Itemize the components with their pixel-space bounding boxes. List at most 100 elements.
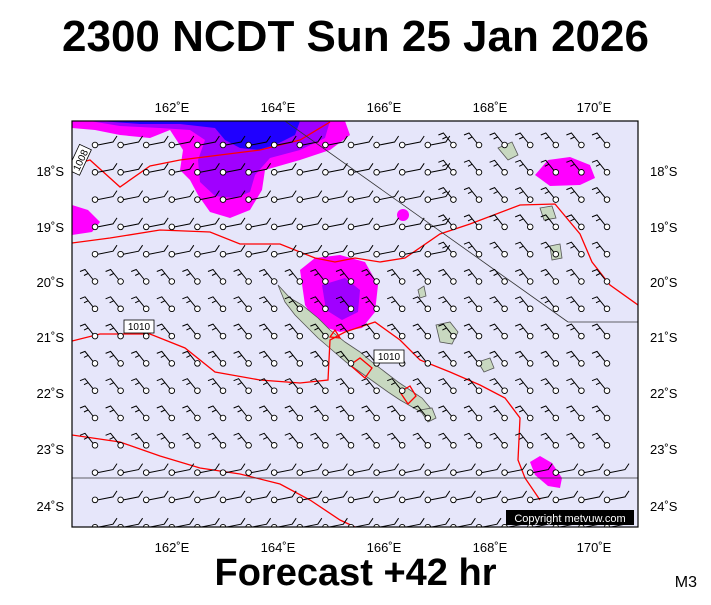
wind-barb xyxy=(142,463,169,476)
wind-barb xyxy=(463,378,483,394)
wind-barb xyxy=(424,517,451,527)
wind-barb xyxy=(168,517,195,527)
isobar-line xyxy=(72,434,356,527)
wind-barb xyxy=(540,186,560,203)
wind-barb xyxy=(91,135,118,149)
wind-barb xyxy=(398,517,425,527)
wind-barb xyxy=(347,490,374,504)
wind-barb xyxy=(591,350,611,367)
wind-barb xyxy=(566,214,585,231)
wind-barb xyxy=(117,135,144,149)
wind-barb xyxy=(361,378,380,394)
wind-barb xyxy=(194,163,220,176)
wind-barb xyxy=(438,214,457,231)
wind-barb xyxy=(578,463,604,476)
wind-barb xyxy=(296,517,323,527)
lon-label: 162˚E xyxy=(155,100,190,115)
lat-label: 23˚S xyxy=(650,442,678,457)
wind-barb xyxy=(335,350,355,367)
wind-barb xyxy=(310,350,329,367)
wind-barb xyxy=(91,517,118,527)
wind-barb xyxy=(438,350,457,367)
wind-barb xyxy=(168,490,195,504)
wind-barb xyxy=(398,135,425,149)
wind-barb xyxy=(540,405,560,422)
wind-barb xyxy=(373,463,400,476)
wind-barb xyxy=(373,517,400,527)
wind-barb xyxy=(233,268,252,285)
isobar-label: 1010 xyxy=(378,352,401,363)
wind-barb xyxy=(245,135,272,149)
wind-barb xyxy=(219,190,246,203)
wind-barb xyxy=(131,405,150,422)
wind-barb xyxy=(284,350,304,367)
wind-barb xyxy=(591,186,611,203)
wind-barb xyxy=(182,432,201,449)
wind-barb xyxy=(398,490,425,504)
wind-barb xyxy=(156,378,176,394)
wind-barb xyxy=(515,323,534,340)
wind-barb xyxy=(347,217,374,231)
lat-labels-left: 18˚S 19˚S 20˚S 21˚S 22˚S 23˚S 24˚S xyxy=(37,164,65,514)
wind-barb xyxy=(412,296,432,313)
isobar-label: 1010 xyxy=(128,322,151,333)
wind-barb xyxy=(489,268,508,285)
wind-barb xyxy=(552,463,579,476)
precip-area-east xyxy=(535,157,595,186)
lat-label: 24˚S xyxy=(650,499,678,514)
wind-barb xyxy=(438,132,457,149)
wind-barb xyxy=(412,405,432,422)
wind-barb xyxy=(566,159,585,176)
wind-barb xyxy=(105,405,124,422)
wind-barb xyxy=(245,163,272,176)
wind-barb xyxy=(296,135,323,149)
wind-barb xyxy=(489,296,508,313)
wind-barb xyxy=(156,323,176,340)
isobar-line xyxy=(328,328,342,339)
wind-barb xyxy=(540,296,560,313)
wind-barb xyxy=(105,268,124,285)
wind-barb xyxy=(438,323,457,340)
wind-barb xyxy=(259,296,278,313)
wind-barb xyxy=(347,517,374,527)
wind-barb xyxy=(322,244,348,258)
lat-label: 18˚S xyxy=(650,164,678,179)
wind-barb xyxy=(79,268,99,285)
wind-barb xyxy=(438,296,457,313)
forecast-label: Forecast +42 hr xyxy=(214,552,497,594)
wind-barb xyxy=(361,323,380,340)
wind-barb xyxy=(284,432,304,449)
wind-barb xyxy=(489,350,508,367)
wind-barb xyxy=(438,241,457,258)
wind-barb xyxy=(463,186,483,203)
wind-barb xyxy=(284,323,304,340)
wind-barb xyxy=(515,132,534,149)
wind-barb xyxy=(526,463,553,476)
wind-barb xyxy=(373,244,400,258)
wind-barb xyxy=(245,190,272,203)
wind-barb xyxy=(552,490,579,504)
wind-barb xyxy=(540,432,560,449)
wind-barb xyxy=(117,163,144,176)
ouvea-island xyxy=(417,285,427,299)
wind-barb xyxy=(105,323,124,340)
wind-barb xyxy=(142,217,169,231)
wind-barb xyxy=(310,432,329,449)
wind-barb xyxy=(296,244,323,258)
wind-barb xyxy=(566,432,585,449)
wind-barb xyxy=(591,378,611,394)
wind-barb xyxy=(270,490,297,504)
track-layer xyxy=(72,121,638,479)
lat-label: 19˚S xyxy=(37,220,65,235)
wind-barb xyxy=(515,350,534,367)
wind-barb xyxy=(373,490,400,504)
wind-barb xyxy=(591,323,611,340)
wind-barb xyxy=(489,405,508,422)
wind-barb xyxy=(194,463,220,476)
wind-barb xyxy=(438,378,457,394)
wind-barb xyxy=(233,350,252,367)
wind-barb xyxy=(591,132,611,149)
wind-barb xyxy=(540,159,560,176)
wind-barb xyxy=(168,163,195,176)
wind-barb xyxy=(91,244,118,258)
